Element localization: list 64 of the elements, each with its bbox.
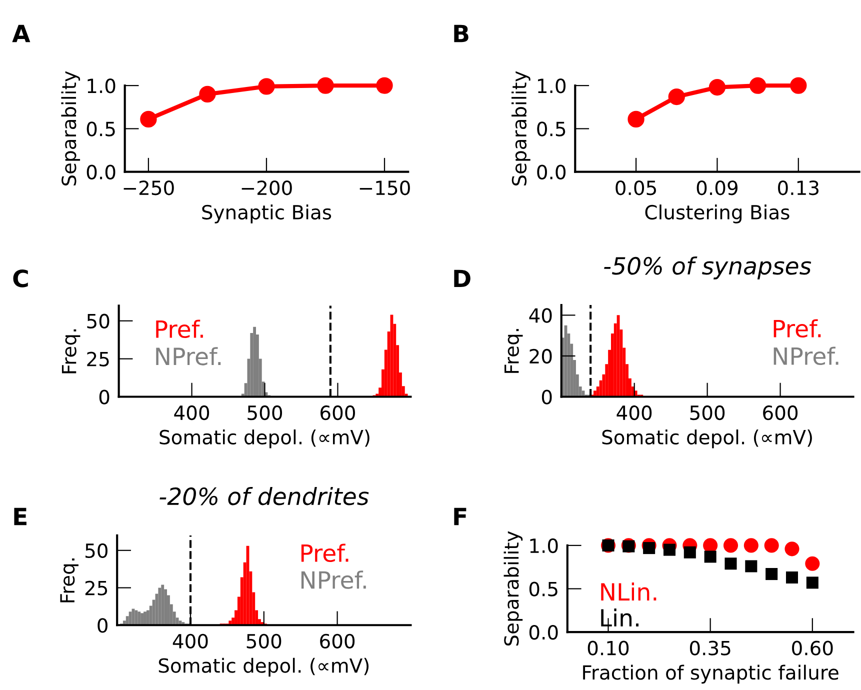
y-tick-label: 25	[85, 580, 108, 596]
y-axis-title: Separability	[512, 71, 530, 186]
text: C	[13, 270, 28, 288]
x-tick-label: 600	[320, 405, 355, 420]
y-tick-label: 50	[87, 314, 110, 329]
x-axis-title: Somatic depol. (∝mV)	[160, 429, 370, 448]
text: NPref.	[301, 570, 366, 589]
chart-title: -50% of synapses	[604, 256, 812, 280]
y-tick-label: 0.0	[86, 164, 116, 180]
y-tick-label: 0.5	[537, 122, 566, 136]
y-tick-label: 0	[99, 390, 110, 404]
x-tick-label: 600	[320, 634, 355, 649]
text: A	[12, 24, 30, 42]
y-axis-title: Freq.	[60, 558, 78, 602]
y-tick-label: 1.0	[88, 78, 116, 94]
x-tick-label: 0.60	[792, 640, 833, 656]
y-tick-label: 1.0	[530, 538, 558, 554]
x-tick-label: 0.10	[588, 640, 629, 656]
x-axis-title: Somatic depol. (∝mV)	[602, 429, 812, 448]
y-tick-label: 0.0	[529, 624, 558, 640]
y-tick-label: 50	[86, 543, 108, 558]
x-tick-label: 400	[174, 405, 210, 420]
y-tick-label: 40	[529, 308, 552, 323]
y-tick-label: 0	[98, 618, 108, 633]
x-axis-title: Synaptic Bias	[202, 204, 332, 224]
text: NPref.	[774, 346, 838, 366]
series-label: NPref.	[156, 347, 221, 366]
y-tick-label: 1.0	[538, 78, 566, 94]
y-tick-label: 0.0	[537, 164, 566, 180]
chart-title: -20% of dendrites	[160, 486, 369, 506]
text: Pref.	[774, 319, 821, 338]
y-axis-title: Freq.	[62, 329, 80, 374]
text: Lin.	[601, 608, 638, 626]
text: Pref.	[301, 544, 348, 562]
x-tick-label: 400	[172, 634, 208, 649]
y-tick-label: 0	[542, 390, 552, 404]
text: D	[454, 270, 470, 288]
series-label: NLin.	[601, 582, 656, 600]
y-axis-title: Freq.	[504, 329, 523, 373]
x-axis-title: Somatic depol. (∝mV)	[158, 658, 369, 677]
x-tick-label: −150	[360, 180, 410, 196]
x-tick-label: 400	[616, 405, 652, 420]
x-tick-label: 0.05	[616, 180, 656, 196]
y-axis-title: Separability	[61, 71, 80, 186]
x-tick-label: 0.13	[778, 180, 818, 196]
x-tick-label: 500	[690, 405, 725, 420]
x-axis-title: Fraction of synaptic failure	[583, 664, 838, 684]
text: E	[14, 508, 26, 526]
x-tick-label: 0.35	[690, 640, 730, 656]
x-axis-title: Clustering Bias	[645, 204, 790, 224]
x-tick-label: 600	[763, 405, 798, 420]
y-tick-label: 20	[530, 348, 552, 364]
y-tick-label: 25	[87, 352, 109, 366]
x-tick-label: 0.09	[696, 180, 738, 196]
y-axis-title: Separability	[504, 531, 523, 646]
y-tick-label: 0.5	[86, 122, 115, 136]
text: B	[454, 24, 468, 42]
x-tick-label: −250	[124, 180, 174, 196]
x-tick-label: 500	[248, 405, 282, 420]
text: F	[454, 508, 466, 526]
text: Pref.	[156, 320, 203, 338]
y-tick-label: 0.5	[529, 582, 558, 596]
x-tick-label: 500	[246, 634, 282, 649]
x-tick-label: −200	[242, 180, 292, 196]
